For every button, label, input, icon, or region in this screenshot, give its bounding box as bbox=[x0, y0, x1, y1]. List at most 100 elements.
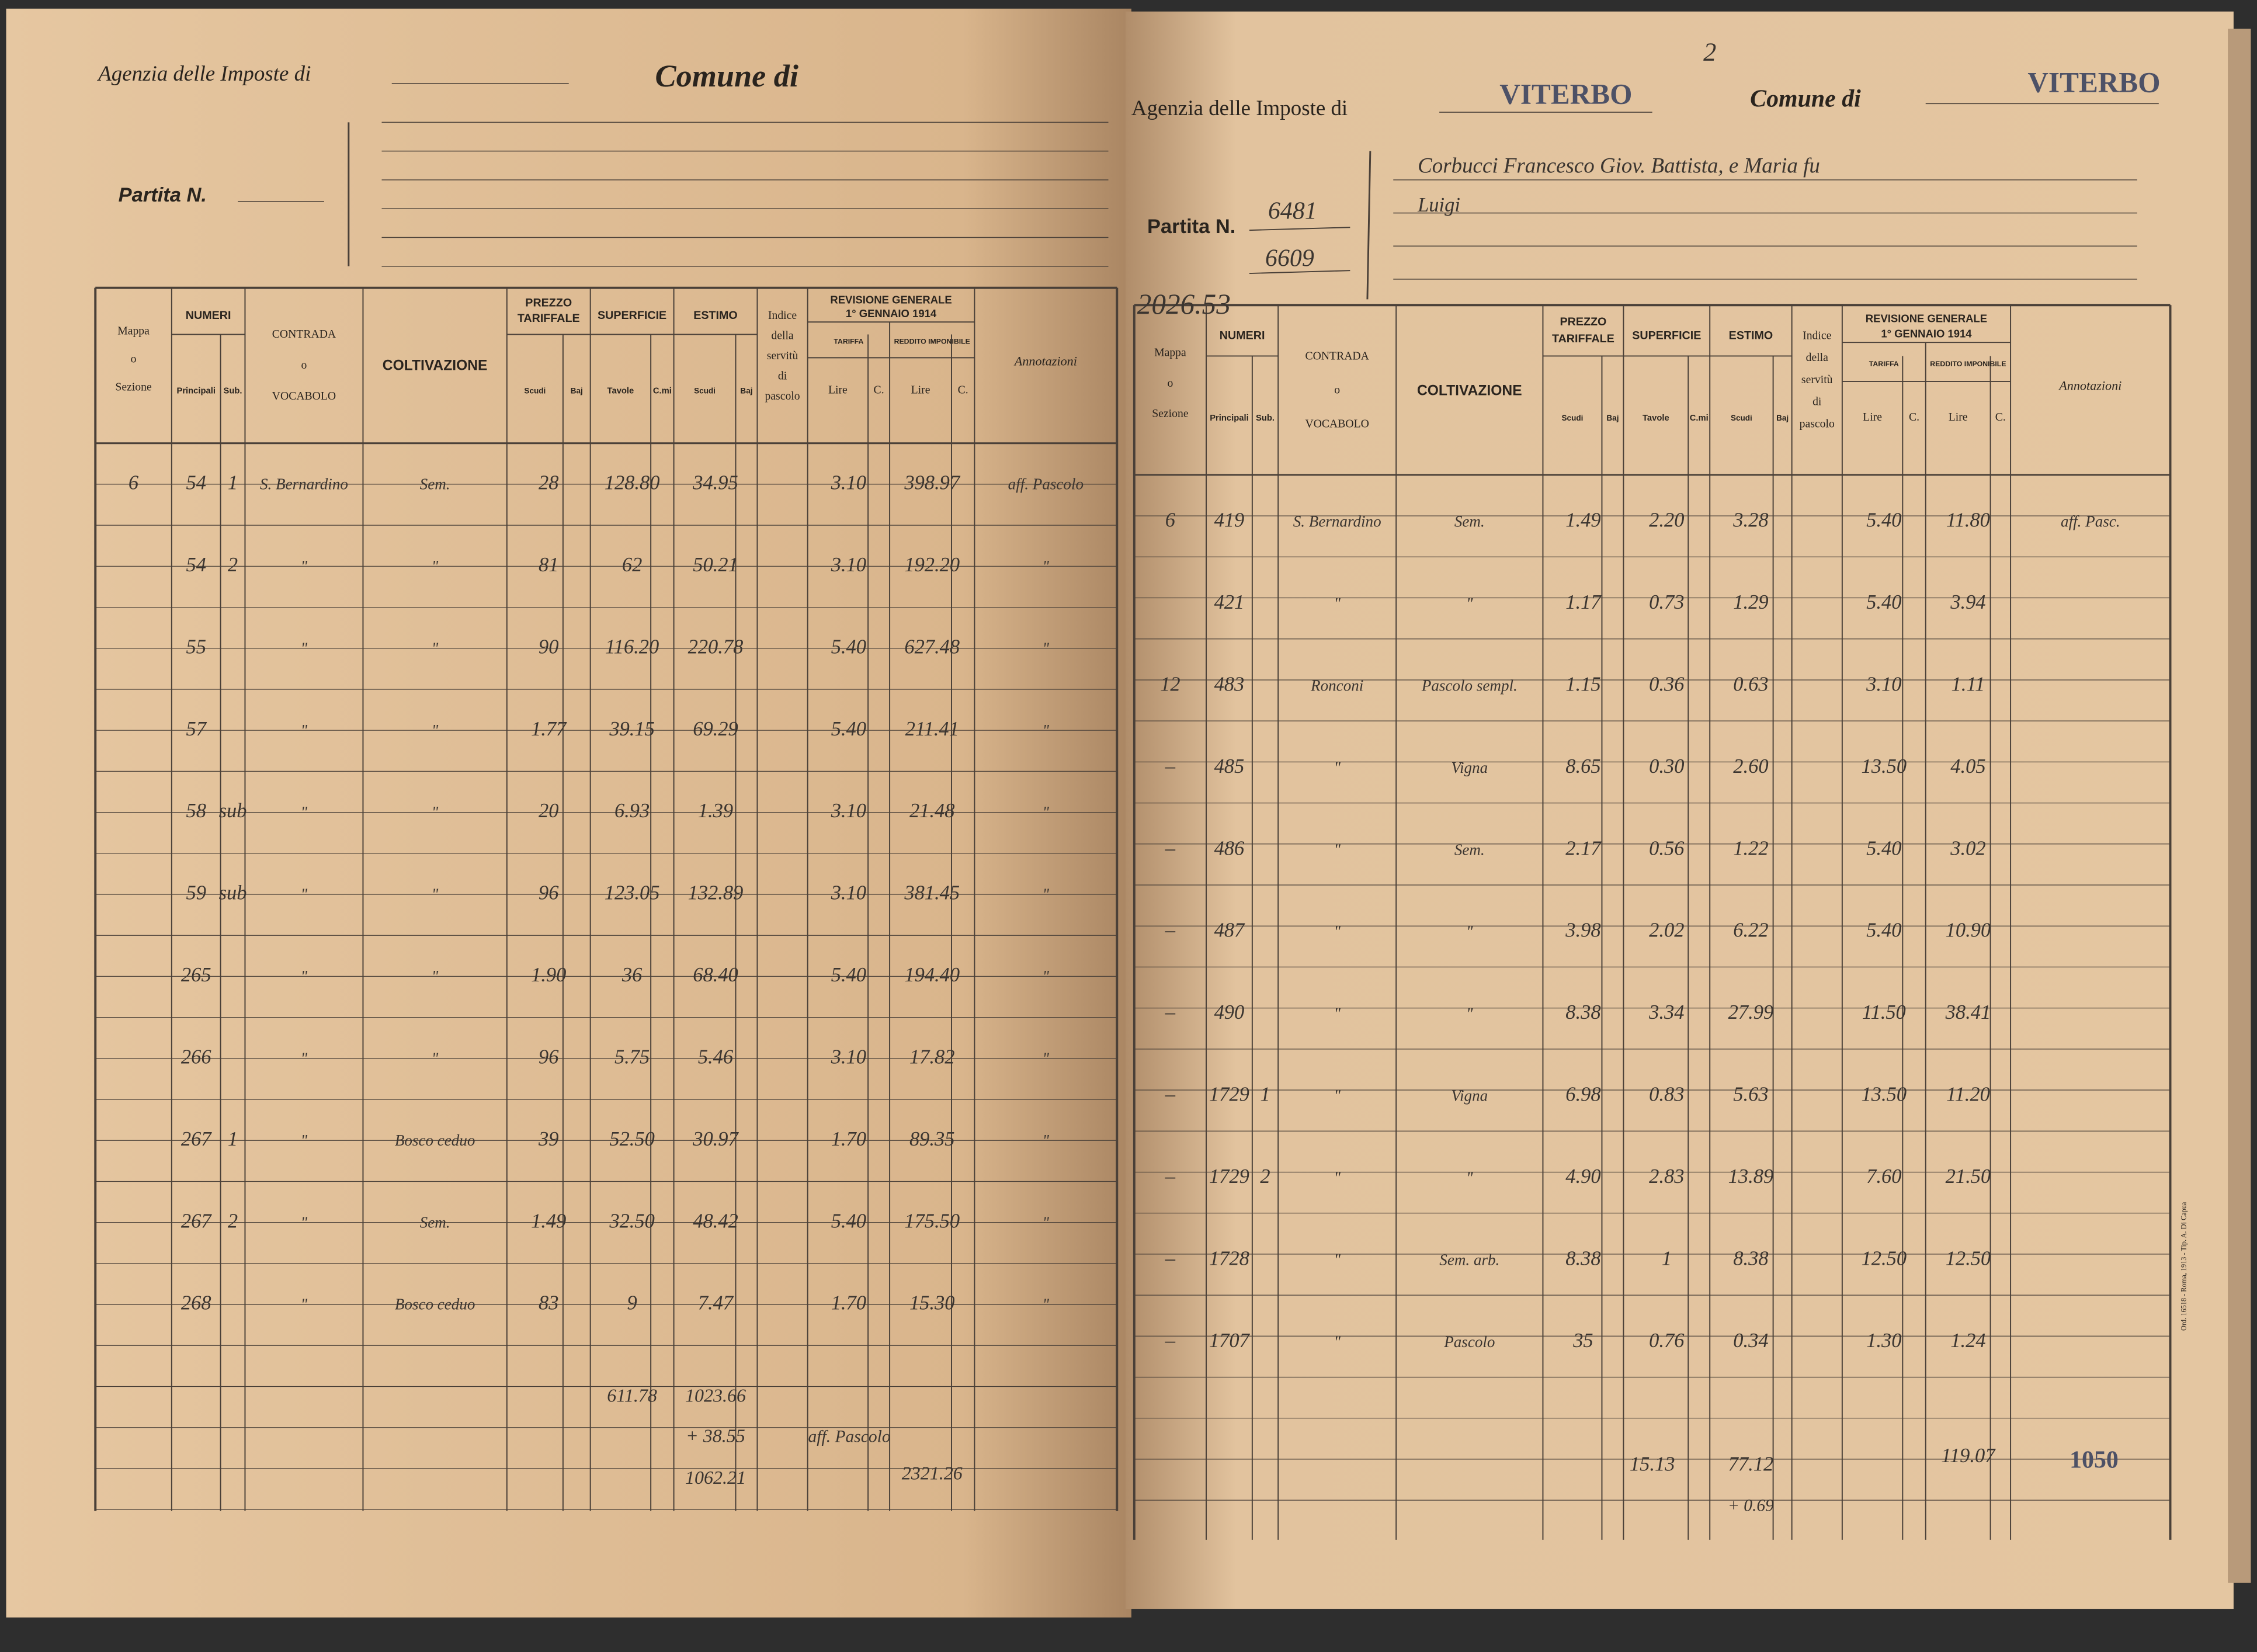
rule-line bbox=[1249, 270, 1350, 275]
cell-annotazioni: " bbox=[1043, 721, 1050, 739]
owner: Corbucci Francesco Giov. Battista, e Mar… bbox=[1418, 154, 1820, 178]
header: Principali bbox=[176, 387, 215, 396]
header: o bbox=[301, 359, 307, 372]
cell-prezzo: 6.98 bbox=[1565, 1084, 1600, 1106]
cell-principali: 55 bbox=[186, 636, 206, 658]
cell-reddito: 4.05 bbox=[1950, 755, 1985, 778]
header: REVISIONE GENERALE bbox=[1866, 312, 1987, 324]
total: 15.13 bbox=[1630, 1453, 1675, 1476]
cell-mappa: 6 bbox=[129, 472, 139, 494]
header: pascolo bbox=[1800, 418, 1835, 431]
partita-value: 6609 bbox=[1265, 245, 1314, 272]
cell-principali: 266 bbox=[181, 1046, 211, 1068]
header: o bbox=[131, 352, 137, 365]
cell-prezzo: 96 bbox=[539, 1046, 559, 1068]
cell-sub: sub bbox=[219, 800, 247, 822]
partita-label: Partita N. bbox=[119, 184, 207, 206]
cell-annotazioni: aff. Pasc. bbox=[2061, 513, 2120, 530]
cell-coltivazione: " bbox=[1466, 595, 1473, 612]
cell-mappa: – bbox=[1165, 1165, 1176, 1188]
cell-annotazioni: " bbox=[1043, 803, 1050, 821]
header: Lire bbox=[1949, 411, 1968, 424]
cell-estimo: 7.47 bbox=[698, 1292, 734, 1314]
header: TARIFFA bbox=[1869, 360, 1899, 368]
cell-coltivazione: Sem. bbox=[420, 1213, 450, 1231]
header: PREZZO bbox=[525, 297, 572, 310]
header: servitù bbox=[767, 349, 798, 362]
cell-contrada: " bbox=[1334, 1169, 1341, 1186]
cell-reddito: 192.20 bbox=[904, 554, 960, 576]
cell-prezzo: 81 bbox=[539, 554, 558, 576]
cell-reddito: 1.11 bbox=[1952, 673, 1985, 695]
header: Mappa bbox=[117, 324, 150, 337]
cell-prezzo: 1.90 bbox=[531, 964, 566, 986]
header: TARIFFALE bbox=[518, 312, 580, 325]
cell-tariffa: 5.40 bbox=[831, 964, 866, 986]
cell-contrada: " bbox=[301, 557, 308, 575]
header: Sub. bbox=[224, 387, 242, 396]
header: NUMERI bbox=[1220, 329, 1265, 342]
cell-superficie: 1 bbox=[1662, 1247, 1672, 1269]
cell-annotazioni: aff. Pascolo bbox=[1008, 476, 1084, 493]
cell-sub: 1 bbox=[1260, 1084, 1270, 1106]
cell-principali: 58 bbox=[186, 800, 206, 822]
owner: Luigi bbox=[1417, 194, 1460, 216]
cell-estimo: 0.34 bbox=[1733, 1330, 1768, 1352]
cell-superficie: 5.75 bbox=[614, 1046, 650, 1068]
cell-annotazioni: " bbox=[1043, 1132, 1050, 1149]
cell-principali: 485 bbox=[1214, 755, 1245, 778]
cell-annotazioni: " bbox=[1043, 1049, 1050, 1067]
header: C. bbox=[1909, 411, 1919, 424]
header: della bbox=[1806, 351, 1829, 364]
cell-mappa: – bbox=[1165, 1330, 1176, 1352]
cell-coltivazione: " bbox=[432, 639, 439, 657]
header: Baj bbox=[1606, 414, 1619, 422]
header: COLTIVAZIONE bbox=[1417, 383, 1522, 398]
header: TARIFFA bbox=[834, 337, 863, 345]
cell-annotazioni: " bbox=[1043, 639, 1050, 657]
header: C. bbox=[1995, 411, 2006, 424]
cell-estimo: 3.28 bbox=[1732, 509, 1768, 532]
cell-coltivazione: " bbox=[432, 803, 439, 821]
cell-tariffa: 5.40 bbox=[831, 718, 866, 740]
cell-reddito: 11.80 bbox=[1946, 509, 1990, 532]
cell-reddito: 3.94 bbox=[1950, 591, 1985, 613]
cell-principali: 268 bbox=[181, 1292, 211, 1314]
cell-contrada: " bbox=[1334, 841, 1341, 858]
cell-coltivazione: Sem. bbox=[420, 476, 450, 493]
cell-estimo: 132.89 bbox=[688, 882, 744, 904]
cell-tariffa: 5.40 bbox=[1866, 919, 1901, 942]
header: Scudi bbox=[1731, 414, 1752, 422]
header: Indice bbox=[768, 309, 797, 322]
cell-principali: 54 bbox=[186, 554, 206, 576]
cell-tariffa: 13.50 bbox=[1862, 1084, 1907, 1106]
cell-prezzo: 1.49 bbox=[531, 1210, 566, 1232]
header: Sub. bbox=[1256, 414, 1275, 423]
cell-superficie: 0.30 bbox=[1649, 755, 1684, 778]
cell-reddito: 3.02 bbox=[1950, 837, 1985, 859]
total: + 38.55 bbox=[686, 1425, 745, 1446]
content: Mappa o Sezione NUMERI Principali Sub. CONTRAD… bbox=[94, 37, 2188, 1540]
cell-contrada: S. Bernardino bbox=[1293, 513, 1381, 530]
cell-principali: 1729 bbox=[1209, 1084, 1249, 1106]
partita-label: Partita N. bbox=[1147, 216, 1235, 238]
cell-mappa: – bbox=[1165, 919, 1176, 942]
cell-annotazioni: " bbox=[1043, 1296, 1050, 1313]
cell-reddito: 11.20 bbox=[1946, 1084, 1990, 1106]
cell-coltivazione: Pascolo bbox=[1443, 1333, 1495, 1351]
cell-tariffa: 1.30 bbox=[1866, 1330, 1901, 1352]
cell-tariffa: 5.40 bbox=[1866, 591, 1901, 613]
cell-reddito: 175.50 bbox=[904, 1210, 960, 1232]
header: C.mi bbox=[1690, 414, 1709, 423]
cell-mappa: – bbox=[1165, 1001, 1176, 1023]
header: Baj bbox=[740, 387, 752, 395]
cell-tariffa: 11.50 bbox=[1862, 1001, 1906, 1023]
cell-reddito: 398.97 bbox=[904, 472, 961, 494]
cell-tariffa: 5.40 bbox=[831, 1210, 866, 1232]
cell-estimo: 27.99 bbox=[1728, 1001, 1774, 1023]
cell-principali: 419 bbox=[1214, 509, 1245, 532]
total: 1023.66 bbox=[685, 1384, 746, 1405]
total: 611.78 bbox=[607, 1384, 657, 1405]
cell-annotazioni: " bbox=[1043, 886, 1050, 903]
